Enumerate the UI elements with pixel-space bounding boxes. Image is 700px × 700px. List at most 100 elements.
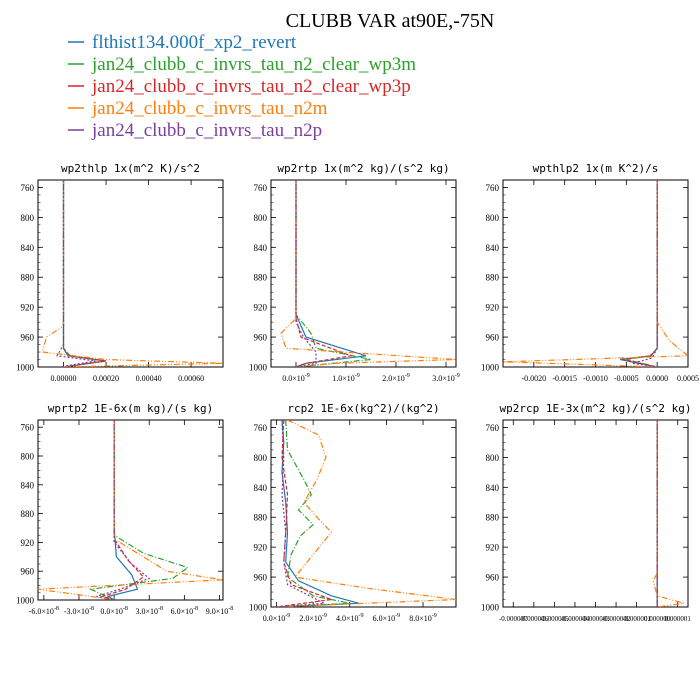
plot-frame [37,179,224,368]
x-tick-label: 4.0×10-9 [336,613,364,623]
series-line [623,180,658,367]
legend-label: jan24_clubb_c_invrs_tau_n2p [91,120,322,141]
y-tick-label: 840 [254,243,268,253]
y-tick-label: 800 [486,453,500,463]
series-line [100,420,145,600]
y-tick-label: 840 [486,483,500,493]
y-tick-label: 960 [254,333,268,343]
x-tick-label: -0.000002 [602,615,631,623]
series-line [41,180,223,367]
plot-frame [270,419,457,608]
x-tick-label: 0.00060 [178,374,204,383]
y-tick-label: 960 [21,567,35,577]
y-tick-label: 960 [254,573,268,583]
series-line [503,180,688,367]
x-tick-label: -0.0015 [552,374,577,383]
y-tick-label: 760 [21,423,35,433]
x-tick-label: 0.0005 [677,374,699,383]
y-tick-label: 960 [486,333,500,343]
y-tick-label: 880 [254,513,268,523]
chart-panel: wp2rtp 1x(m^2 kg)/(s^2 kg) 760 800 840 880 92… [249,162,460,383]
x-tick-label: -0.000003 [581,615,610,623]
panel-title: wp2rtp 1x(m^2 kg)/(s^2 kg) [277,162,449,175]
series-line [620,180,658,367]
y-tick-label: 880 [486,513,500,523]
panel-title: wp2rcp 1E-3x(m^2 kg)/(s^2 kg) [499,402,691,415]
plot-frame [502,419,689,608]
x-tick-label: 0.00000 [51,374,77,383]
x-tick-label: -0.000005 [540,615,569,623]
legend-label: jan24_clubb_c_invrs_tau_n2m [91,98,328,119]
x-tick-label: 3.0×10-8 [135,606,163,616]
chart-panel: wp2thlp 1x(m^2 K)/s^2 760 800 840 880 920 960 1… [16,162,224,383]
y-tick-label: 840 [486,243,500,253]
chart-panel: wp2rcp 1E-3x(m^2 kg)/(s^2 kg) 760 800 840 88… [481,402,692,623]
y-tick-label: 1000 [481,603,500,613]
y-tick-label: 960 [21,333,35,343]
y-tick-label: 1000 [249,363,268,373]
x-tick-label: -0.0010 [583,374,608,383]
y-tick-label: 760 [254,183,268,193]
y-tick-label: 920 [21,303,35,313]
y-tick-label: 840 [21,480,35,490]
y-tick-label: 800 [254,213,268,223]
x-tick-label: -6.0×10-8 [29,606,59,616]
series-line [62,180,104,367]
series-line [38,420,223,600]
legend-label: flthist134.000f_xp2_revert [92,32,297,53]
y-tick-label: 1000 [481,363,500,373]
y-tick-label: 920 [486,303,500,313]
x-tick-label: 2.0×10-9 [299,613,327,623]
x-tick-label: -0.0005 [614,374,639,383]
series-line [106,420,139,600]
y-tick-label: 1000 [249,603,268,613]
y-tick-label: 760 [254,423,268,433]
x-tick-label: -0.000001 [622,615,651,623]
series-line [626,180,658,367]
series-line [88,420,190,600]
series-line [276,420,350,607]
chart-panel: wpthlp2 1x(m K^2)/s 760 800 840 880 920 960 100… [481,162,699,383]
x-tick-label: 0.00020 [93,374,119,383]
series-line [276,420,332,607]
x-tick-label: 0.0×10-8 [100,606,128,616]
legend-label: jan24_clubb_c_invrs_tau_n2_clear_wp3m [91,54,416,75]
y-tick-label: 840 [254,483,268,493]
x-tick-label: 1.0×10-9 [332,373,360,383]
x-tick-label: -0.0020 [521,374,546,383]
y-tick-label: 920 [254,303,268,313]
x-tick-label: -3.0×10-8 [64,606,94,616]
y-tick-label: 800 [21,213,35,223]
series-line [295,180,354,367]
x-tick-label: -0.000006 [520,615,549,623]
x-tick-label: 6.0×10-8 [171,606,199,616]
series-line [280,180,456,367]
legend-label: jan24_clubb_c_invrs_tau_n2_clear_wp3p [91,76,411,97]
y-tick-label: 920 [486,543,500,553]
plot-frame [37,419,224,601]
series-line [276,420,456,607]
series-line [632,180,658,367]
series-line [295,180,317,367]
series-line [652,420,685,607]
y-tick-label: 920 [254,543,268,553]
series-line [62,180,107,367]
x-tick-label: 0.0×10-9 [282,373,310,383]
y-tick-label: 1000 [16,363,35,373]
panel-title: wprtp2 1E-6x(m kg)/(s kg) [48,402,214,415]
x-tick-label: 6.0×10-9 [373,613,401,623]
y-tick-label: 800 [486,213,500,223]
y-tick-label: 800 [254,453,268,463]
series-line [276,420,327,607]
y-tick-label: 880 [21,509,35,519]
x-tick-label: -0.000007 [499,615,528,623]
panel-title: wp2thlp 1x(m^2 K)/s^2 [61,162,200,175]
chart-panel: wprtp2 1E-6x(m kg)/(s kg) 760 800 840 880 920… [16,402,233,616]
x-tick-label: 0.0000 [646,374,668,383]
y-tick-label: 880 [486,273,500,283]
y-tick-label: 1000 [16,596,35,606]
x-tick-label: 8.0×10-9 [409,613,437,623]
x-tick-label: -0.000004 [561,615,590,623]
legend: flthist134.000f_xp2_revertjan24_clubb_c_… [68,32,416,141]
series-line [276,420,360,607]
